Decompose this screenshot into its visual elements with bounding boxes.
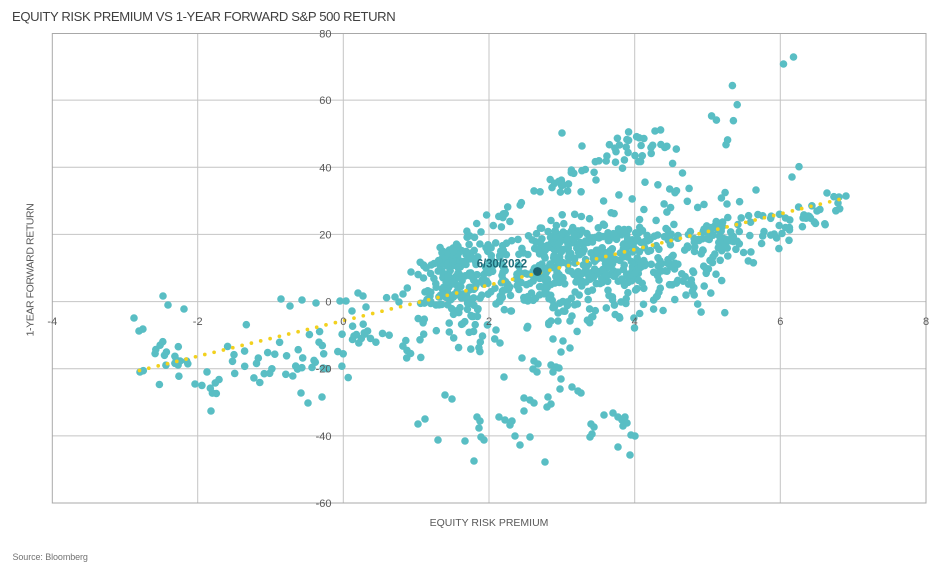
svg-text:2: 2	[486, 316, 492, 328]
svg-text:60: 60	[319, 95, 331, 107]
svg-text:80: 80	[319, 29, 331, 41]
svg-text:-20: -20	[316, 364, 332, 376]
svg-text:8: 8	[923, 316, 929, 328]
svg-text:20: 20	[319, 229, 331, 241]
svg-text:6: 6	[777, 316, 783, 328]
svg-text:1-YEAR FORWARD RETURN: 1-YEAR FORWARD RETURN	[25, 204, 37, 337]
svg-text:40: 40	[319, 162, 331, 174]
svg-text:4: 4	[632, 316, 638, 328]
svg-text:-2: -2	[193, 316, 203, 328]
svg-text:0: 0	[325, 297, 331, 309]
svg-text:6/30/2022: 6/30/2022	[477, 259, 527, 271]
svg-text:-40: -40	[316, 431, 332, 443]
svg-text:0: 0	[340, 316, 346, 328]
svg-text:-4: -4	[47, 316, 57, 328]
svg-text:-60: -60	[316, 498, 332, 510]
svg-text:EQUITY RISK PREMIUM: EQUITY RISK PREMIUM	[430, 517, 549, 529]
